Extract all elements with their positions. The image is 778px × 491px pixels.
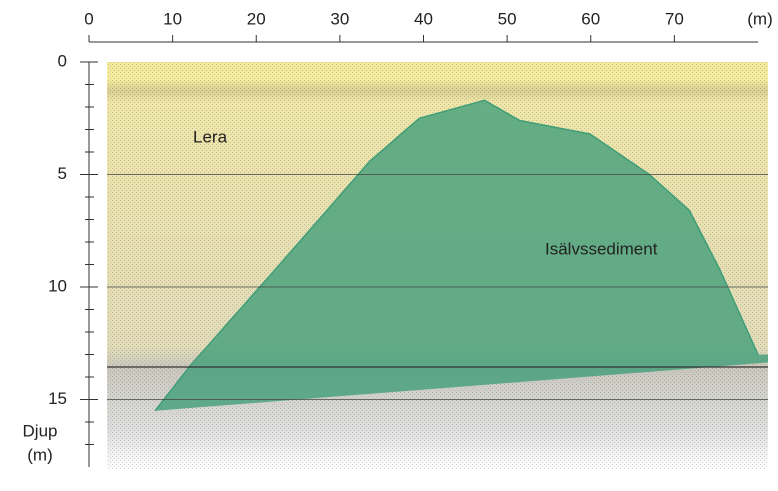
x-tick-label: 70 xyxy=(665,9,684,28)
y-tick-label: 5 xyxy=(58,164,67,183)
y-axis-label: (m) xyxy=(27,445,52,464)
page: (m) Djup (m) Lera Isälvssediment 0 10 20 30… xyxy=(0,0,778,491)
y-tick-label: 0 xyxy=(58,51,67,70)
annotation: Isälvssediment xyxy=(545,239,658,258)
chart: (m) Djup (m) Lera Isälvssediment 0 10 20 30… xyxy=(0,0,778,486)
x-axis-label: (m) xyxy=(747,9,772,28)
y-tick-label: 10 xyxy=(48,276,67,295)
x-tick-label: 0 xyxy=(84,9,93,28)
y-tick-label: 15 xyxy=(48,389,67,408)
x-tick-label: 20 xyxy=(247,9,266,28)
x-tick-label: 30 xyxy=(330,9,349,28)
x-tick-label: 40 xyxy=(414,9,433,28)
x-tick-label: 60 xyxy=(581,9,600,28)
y-axis-label: Djup xyxy=(23,421,58,440)
x-tick-label: 10 xyxy=(163,9,182,28)
x-tick-label: 50 xyxy=(498,9,517,28)
annotation: Lera xyxy=(193,127,228,146)
